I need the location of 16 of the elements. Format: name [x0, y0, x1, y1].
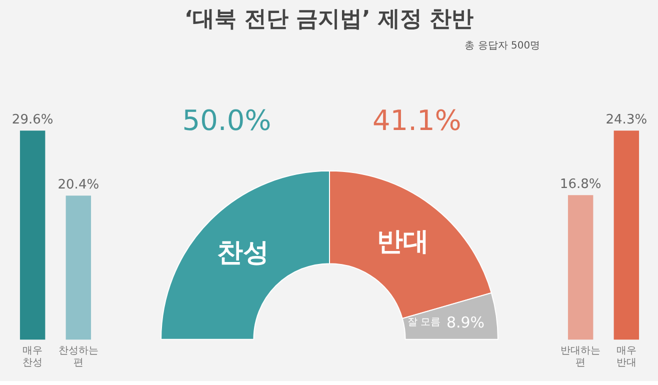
data-label: 24.3%	[606, 112, 648, 128]
data-label: 20.4%	[58, 178, 100, 193]
x-tick-label: 매우 반대	[616, 346, 636, 369]
data-label: 41.1%	[372, 104, 462, 138]
data-label: 8.9%	[446, 313, 485, 332]
slice-label: 찬성	[217, 238, 270, 268]
chart-title: ‘대북 전단 금지법’ 제정 찬반	[184, 6, 474, 34]
slice-label: 반대	[376, 226, 429, 257]
x-tick-label: 반대하는 편	[560, 346, 601, 369]
x-tick-label: 매우 찬성	[22, 346, 43, 369]
data-label: 16.8%	[560, 177, 602, 192]
data-label: 29.6%	[12, 112, 54, 128]
data-label: 50.0%	[182, 104, 272, 138]
chart-subtitle: 총 응답자 500명	[464, 40, 540, 52]
x-tick-label: 찬성하는 편	[58, 346, 98, 369]
slice-label: 잘 모름	[407, 316, 440, 328]
